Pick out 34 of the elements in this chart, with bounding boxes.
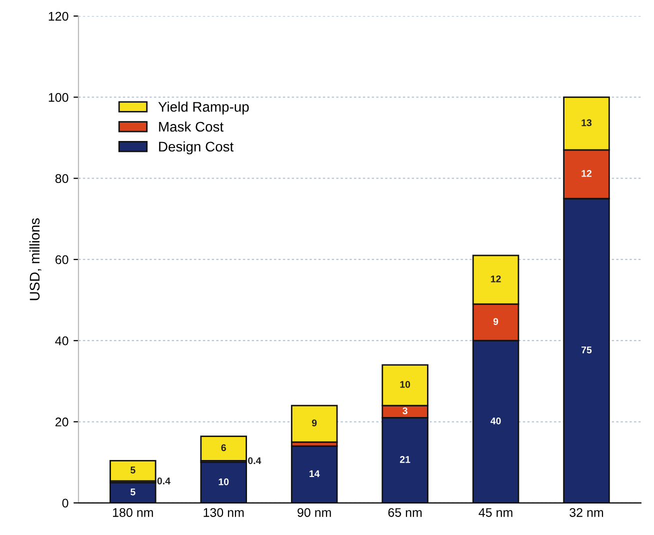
legend-label: Yield Ramp-up	[158, 102, 249, 115]
y-tick-label: 40	[55, 336, 68, 346]
y-tick-label: 80	[55, 174, 68, 183]
y-tick-label: 60	[55, 255, 68, 264]
y-tick-label: 20	[55, 418, 68, 426]
x-tick-label: 90 nm	[298, 508, 331, 517]
data-label: 21	[400, 456, 410, 463]
y-tick-label: 120	[48, 12, 68, 21]
data-label: 75	[582, 346, 592, 354]
x-tick-label: 180 nm	[113, 508, 153, 517]
data-label: 10	[400, 380, 410, 388]
data-label: 0.4	[248, 457, 262, 464]
legend-label: Design Cost	[159, 141, 234, 154]
x-tick-label: 65 nm	[388, 508, 422, 517]
data-label: 9	[493, 318, 498, 325]
data-label: 12	[490, 275, 501, 282]
data-label: 6	[221, 444, 226, 452]
data-label: 40	[490, 417, 501, 424]
data-label: 12	[582, 170, 592, 177]
data-label: 3	[402, 407, 408, 414]
y-tick-label: 0	[62, 498, 68, 508]
y-axis-title: USD, millions	[29, 218, 42, 300]
data-label: 13	[582, 119, 592, 126]
x-tick-label: 130 nm	[204, 508, 244, 517]
data-label: 0.4	[157, 478, 170, 484]
x-tick-label: 32 nm	[570, 508, 604, 517]
data-label: 9	[312, 420, 317, 426]
y-tick-label: 100	[48, 92, 68, 102]
data-label: 10	[218, 478, 229, 486]
x-tick-label: 45 nm	[478, 508, 512, 517]
data-label: 5	[130, 488, 136, 496]
data-label: 5	[130, 466, 136, 474]
legend-label: Mask Cost	[159, 121, 224, 132]
data-label: 14	[310, 470, 320, 478]
